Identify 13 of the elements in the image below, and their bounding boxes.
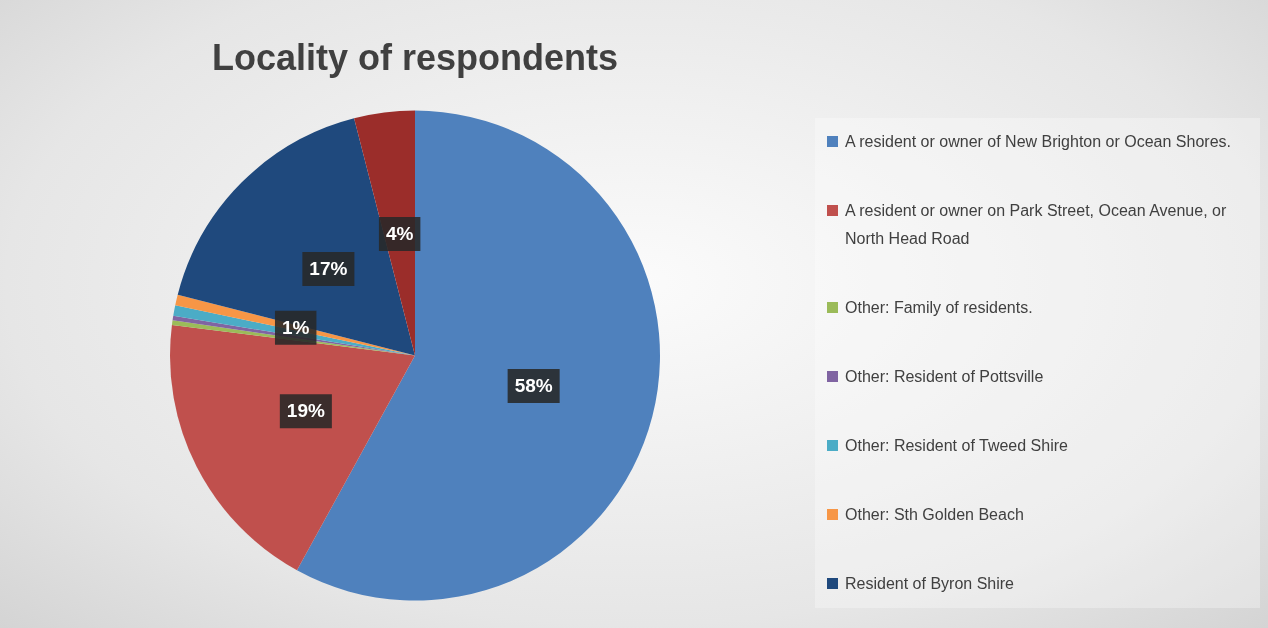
data-label: 19% xyxy=(286,400,325,422)
legend-label: Other: Family of residents. xyxy=(845,298,1033,318)
legend-label: Resident of Byron Shire xyxy=(845,574,1014,594)
data-label: 58% xyxy=(514,375,553,397)
legend-label: Other: Sth Golden Beach xyxy=(845,505,1024,525)
data-label: 4% xyxy=(385,223,414,245)
chart-title: Locality of respondents xyxy=(211,36,619,78)
legend-label: A resident or owner of New Brighton or Ocean Shores. xyxy=(845,132,1231,152)
legend-label: A resident or owner on Park Street, Ocean Avenue, or North Head Road xyxy=(845,201,1228,249)
data-label: 1% xyxy=(281,316,310,338)
data-label: 17% xyxy=(309,258,348,280)
legend-label: Other: Resident of Pottsville xyxy=(845,367,1044,387)
legend-label: Other: Resident of Tweed Shire xyxy=(845,436,1068,456)
